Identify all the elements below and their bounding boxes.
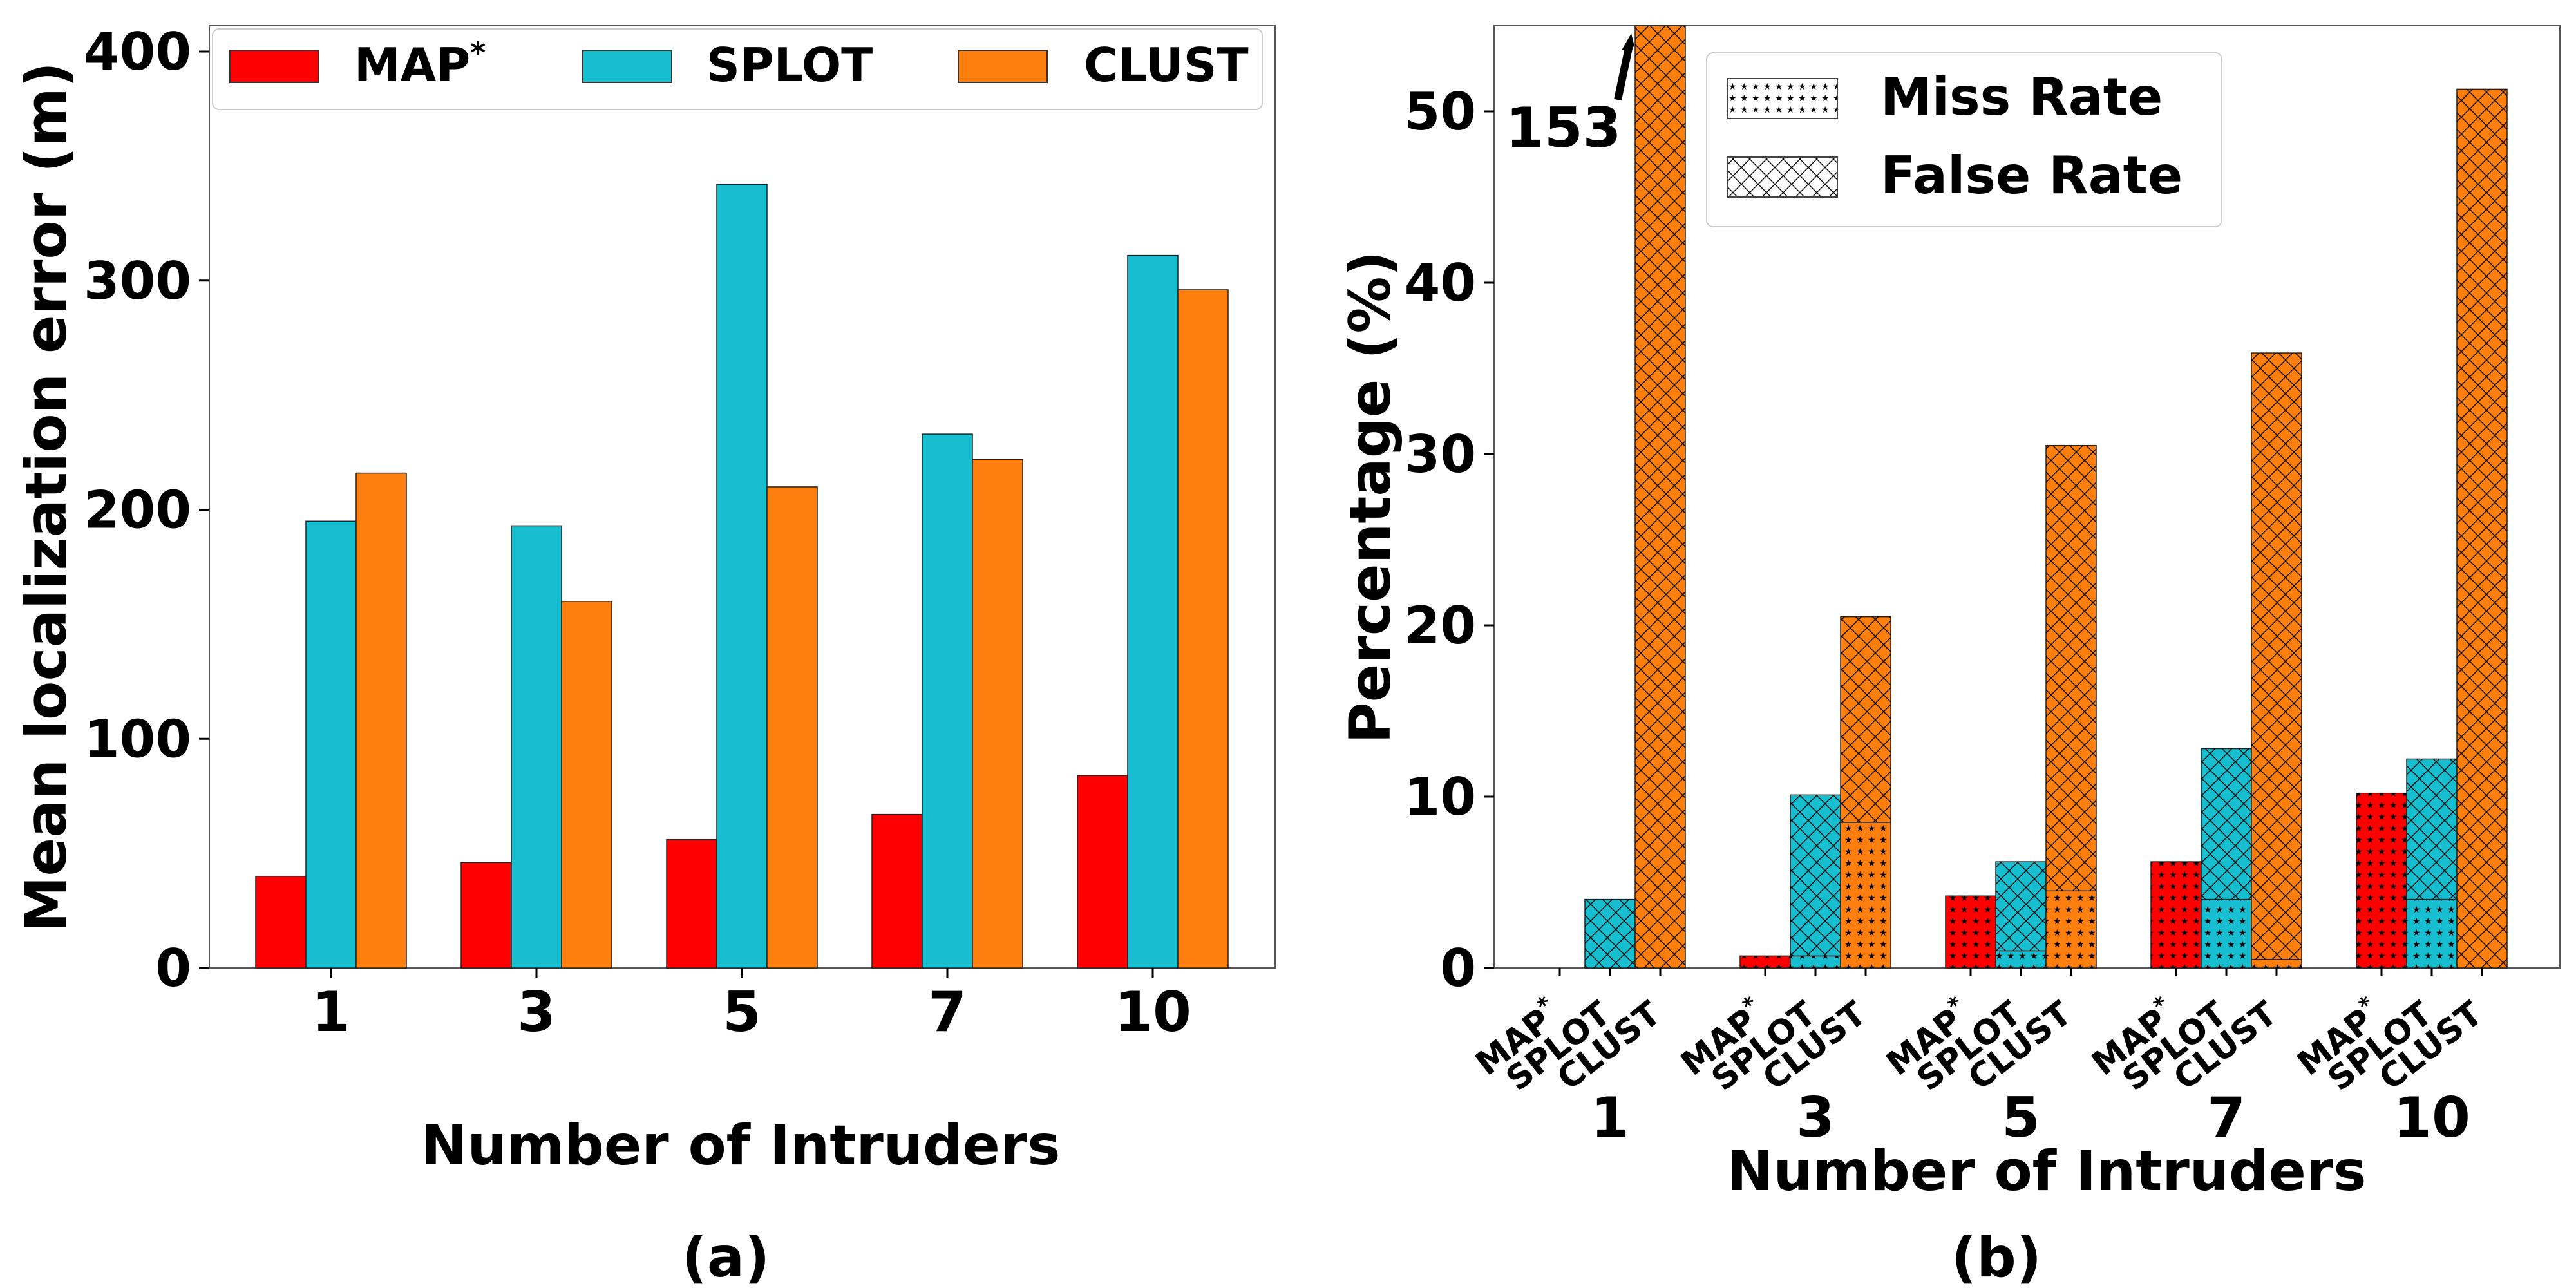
bar-map-5 [666, 839, 717, 969]
legend-swatch-map [229, 50, 319, 83]
panel-b-x-axis: MAP*SPLOTCLUST1MAP*SPLOTCLUST3MAP*SPLOTC… [1468, 968, 2490, 1150]
bar-splot-7 [922, 433, 973, 969]
panel-a-y-axis: 0 100 200 300 400 [84, 22, 209, 998]
bar-false-hatch-clust-1 [1635, 26, 1685, 968]
panel-a-x-tick-label: 5 [723, 980, 761, 1045]
panel-a-x-tick-label: 1 [312, 980, 350, 1045]
bar-miss-hatch-clust-5 [2046, 891, 2096, 968]
panel-b-y-tick-label: 30 [1405, 424, 1476, 484]
bar-miss-hatch-map-3 [1740, 956, 1790, 968]
legend-swatch-miss-rate [1727, 78, 1838, 119]
panel-a-y-axis-label: Mean localization error (m) [13, 62, 79, 933]
legend-label-splot: SPLOT [706, 38, 873, 92]
bar-splot-1 [305, 520, 357, 969]
bar-false-hatch-clust-5 [2046, 445, 2096, 891]
bar-clust-5 [766, 486, 818, 969]
legend-label-miss-rate: Miss Rate [1880, 67, 2163, 127]
bar-miss-hatch-splot-7 [2201, 899, 2251, 968]
annotation-text: 153 [1506, 96, 1622, 160]
panel-b-y-tick-label: 10 [1405, 767, 1476, 827]
overflow-annotation: 153 [1506, 33, 1634, 160]
panel-b: 0 10 20 30 40 50 MAP*SPLOTCLUST1MAP*SPLOTCLUS… [1337, 25, 2561, 1288]
bar-map-10 [1077, 775, 1128, 969]
panel-a-legend-frame [212, 28, 1263, 110]
bar-splot-3 [511, 525, 562, 969]
bar-false-hatch-splot-10 [2407, 759, 2457, 900]
panel-a-x-tick-label: 3 [517, 980, 556, 1045]
panel-b-caption: (b) [1951, 1226, 2041, 1288]
bar-miss-hatch-clust-7 [2251, 959, 2302, 968]
panel-a-x-tick-label: 7 [928, 980, 967, 1045]
panel-b-category-label: 1 [1591, 1086, 1629, 1150]
bar-map-1 [255, 875, 307, 969]
bar-false-hatch-splot-1 [1585, 899, 1635, 968]
panel-a-y-tick-label: 300 [84, 251, 191, 311]
panel-a-legend: MAP* SPLOT CLUST [212, 28, 1263, 110]
panel-a: 0 100 200 300 400 1 3 5 7 10 Mean localization e… [13, 22, 1276, 1288]
bar-false-hatch-splot-7 [2201, 748, 2251, 900]
bar-false-hatch-clust-10 [2457, 89, 2507, 968]
bar-splot-5 [716, 184, 768, 969]
bar-false-hatch-clust-3 [1841, 616, 1891, 822]
legend-label-clust: CLUST [1084, 38, 1249, 92]
legend-swatch-false-rate [1727, 156, 1838, 198]
annotation-arrow [1614, 44, 1633, 101]
panel-a-y-tick-label: 400 [84, 22, 191, 82]
panel-b-y-axis: 0 10 20 30 40 50 [1405, 82, 1494, 998]
panel-a-y-tick-label: 0 [155, 938, 191, 998]
panel-b-category-label: 3 [1796, 1086, 1835, 1150]
panel-b-legend: Miss Rate False Rate [1706, 52, 2222, 227]
bar-false-hatch-splot-3 [1790, 795, 1841, 956]
legend-label-map: MAP* [354, 35, 486, 92]
bar-splot-10 [1127, 254, 1179, 969]
bar-map-7 [871, 813, 923, 969]
bar-map-3 [460, 862, 512, 969]
panel-a-bars [255, 184, 1229, 969]
bar-miss-hatch-splot-5 [1996, 951, 2046, 968]
panel-b-category-label: 7 [2207, 1086, 2246, 1150]
bar-miss-hatch-splot-3 [1790, 956, 1841, 968]
bar-miss-hatch-map-7 [2151, 862, 2201, 968]
panel-b-y-tick-label: 50 [1405, 82, 1476, 142]
panel-b-y-tick-label: 20 [1405, 596, 1476, 656]
panel-b-x-axis-label: Number of Intruders [1727, 1139, 2367, 1204]
panel-b-y-tick-label: 0 [1440, 938, 1476, 998]
bar-miss-hatch-splot-10 [2407, 899, 2457, 968]
bar-clust-10 [1177, 289, 1229, 969]
panel-a-x-axis-label: Number of Intruders [421, 1113, 1061, 1178]
legend-swatch-splot [582, 50, 672, 83]
panel-b-bars [1584, 25, 2508, 969]
panel-b-y-tick-label: 40 [1405, 253, 1476, 313]
bar-clust-7 [972, 459, 1023, 969]
bar-false-hatch-splot-5 [1996, 862, 2046, 951]
legend-swatch-clust [958, 50, 1048, 83]
legend-label-false-rate: False Rate [1880, 146, 2183, 205]
annotation-arrow-head [1622, 33, 1634, 50]
bar-miss-hatch-map-10 [2356, 793, 2407, 968]
bar-clust-1 [355, 472, 407, 969]
bar-false-hatch-clust-7 [2251, 353, 2302, 960]
panel-b-category-label: 5 [2002, 1086, 2040, 1150]
panel-b-category-label: 10 [2393, 1086, 2470, 1150]
panel-a-x-axis: 1 3 5 7 10 [312, 968, 1191, 1045]
panel-a-y-tick-label: 200 [84, 480, 191, 540]
panel-a-y-tick-label: 100 [84, 709, 191, 769]
bar-clust-3 [561, 601, 612, 969]
panel-a-caption: (a) [682, 1226, 770, 1288]
panel-a-x-tick-label: 10 [1114, 980, 1191, 1045]
panel-b-y-axis-label: Percentage (%) [1337, 251, 1403, 743]
bar-miss-hatch-clust-3 [1841, 822, 1891, 968]
bar-miss-hatch-map-5 [1946, 896, 1996, 968]
